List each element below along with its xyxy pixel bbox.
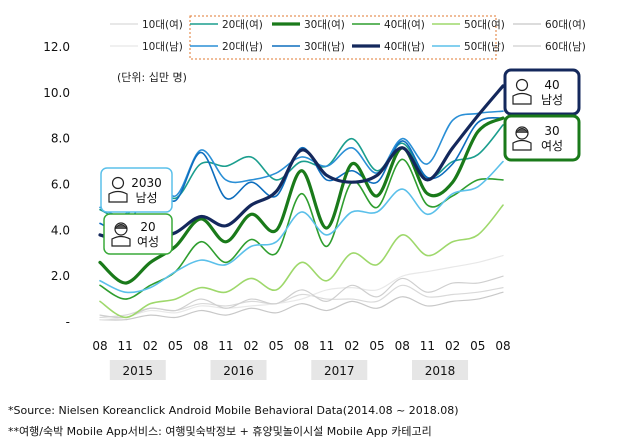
x-tick-label: 08 [92,339,107,353]
y-tick-label: 6.0 [51,178,70,192]
line-chart: 10대(여) 20대(여) 30대(여) 40대(여) 50대(여) 60대(여) 10대(… [43,15,586,380]
x-tick-label: 08 [395,339,410,353]
callout-text: 남성 [135,191,157,205]
callout-text: 여성 [541,139,563,153]
legend-label: 40대(여) [384,19,425,31]
year-box [210,360,267,380]
legend-label: 50대(남) [464,41,505,53]
legend-highlight-box [189,15,497,60]
callout-box [503,114,581,162]
legend-label: 10대(남) [142,41,183,53]
legend-label: 50대(여) [464,19,505,31]
x-tick-label: 05 [369,339,384,353]
year-label: 2017 [324,364,355,378]
y-tick-label: - [66,315,70,329]
x-tick-label: 08 [495,339,510,353]
x-axis: 08 11 02 05 08 11 02 05 08 11 02 05 08 11 02 05 08 2015 20… [92,339,511,380]
callout-box [100,167,173,213]
legend-label: 30대(여) [304,19,345,31]
x-tick-label: 05 [168,339,183,353]
legend-label: 20대(남) [222,41,263,53]
callout-text: 남성 [541,93,563,107]
year-label: 2016 [223,364,254,378]
year-box [412,360,469,380]
callout-text: 20 [140,220,155,234]
x-tick-label: 08 [193,339,208,353]
legend-label: 60대(여) [545,19,586,31]
y-tick-label: 8.0 [51,132,70,146]
x-tick-label: 05 [470,339,485,353]
female-person-icon [111,222,131,247]
y-tick-label: 12.0 [43,40,70,54]
series-line-50대(여) [99,204,504,319]
callout-text: 40 [544,78,559,92]
callout-text: 30 [544,124,559,138]
year-label: 2015 [123,364,154,378]
definition-footnote: **여행/숙박 Mobile App서비스: 여행및숙박정보 + 휴양및놀이시설… [8,425,432,438]
unit-label: (단위: 십만 명) [117,71,187,84]
x-tick-label: 02 [243,339,258,353]
series-line-60대(남) [99,275,504,319]
year-box [311,360,368,380]
y-tick-label: 10.0 [43,86,70,100]
year-label: 2018 [425,364,456,378]
series-line-60대(여) [99,291,504,321]
callout-text: 여성 [137,235,159,249]
legend-label: 60대(남) [545,41,586,53]
year-box [109,360,166,380]
legend: 10대(여) 20대(여) 30대(여) 40대(여) 50대(여) 60대(여) 10대(… [110,15,586,60]
source-footnote: *Source: Nielsen Koreanclick Android Mob… [8,404,459,417]
y-tick-label: 2.0 [51,269,70,283]
y-tick-label: 4.0 [51,223,70,237]
legend-label: 40대(남) [384,41,425,53]
x-tick-label: 11 [319,339,334,353]
x-tick-label: 02 [445,339,460,353]
callout-box [503,68,581,116]
male-person-icon [108,176,128,203]
x-tick-label: 08 [294,339,309,353]
male-person-icon [512,78,532,105]
y-axis: - 2.0 4.0 6.0 8.0 10.0 12.0 [43,40,70,329]
x-tick-label: 02 [344,339,359,353]
legend-label: 30대(남) [304,41,345,53]
series-line-50대(남) [99,160,504,294]
legend-label: 10대(여) [142,19,183,31]
x-tick-label: 02 [143,339,158,353]
legend-label: 20대(여) [222,19,263,31]
female-person-icon [512,126,532,151]
x-tick-label: 11 [118,339,133,353]
callout-text: 2030 [131,176,162,190]
x-tick-label: 05 [269,339,284,353]
x-tick-label: 11 [420,339,435,353]
x-tick-label: 11 [218,339,233,353]
series-line-10대(남) [99,254,504,321]
